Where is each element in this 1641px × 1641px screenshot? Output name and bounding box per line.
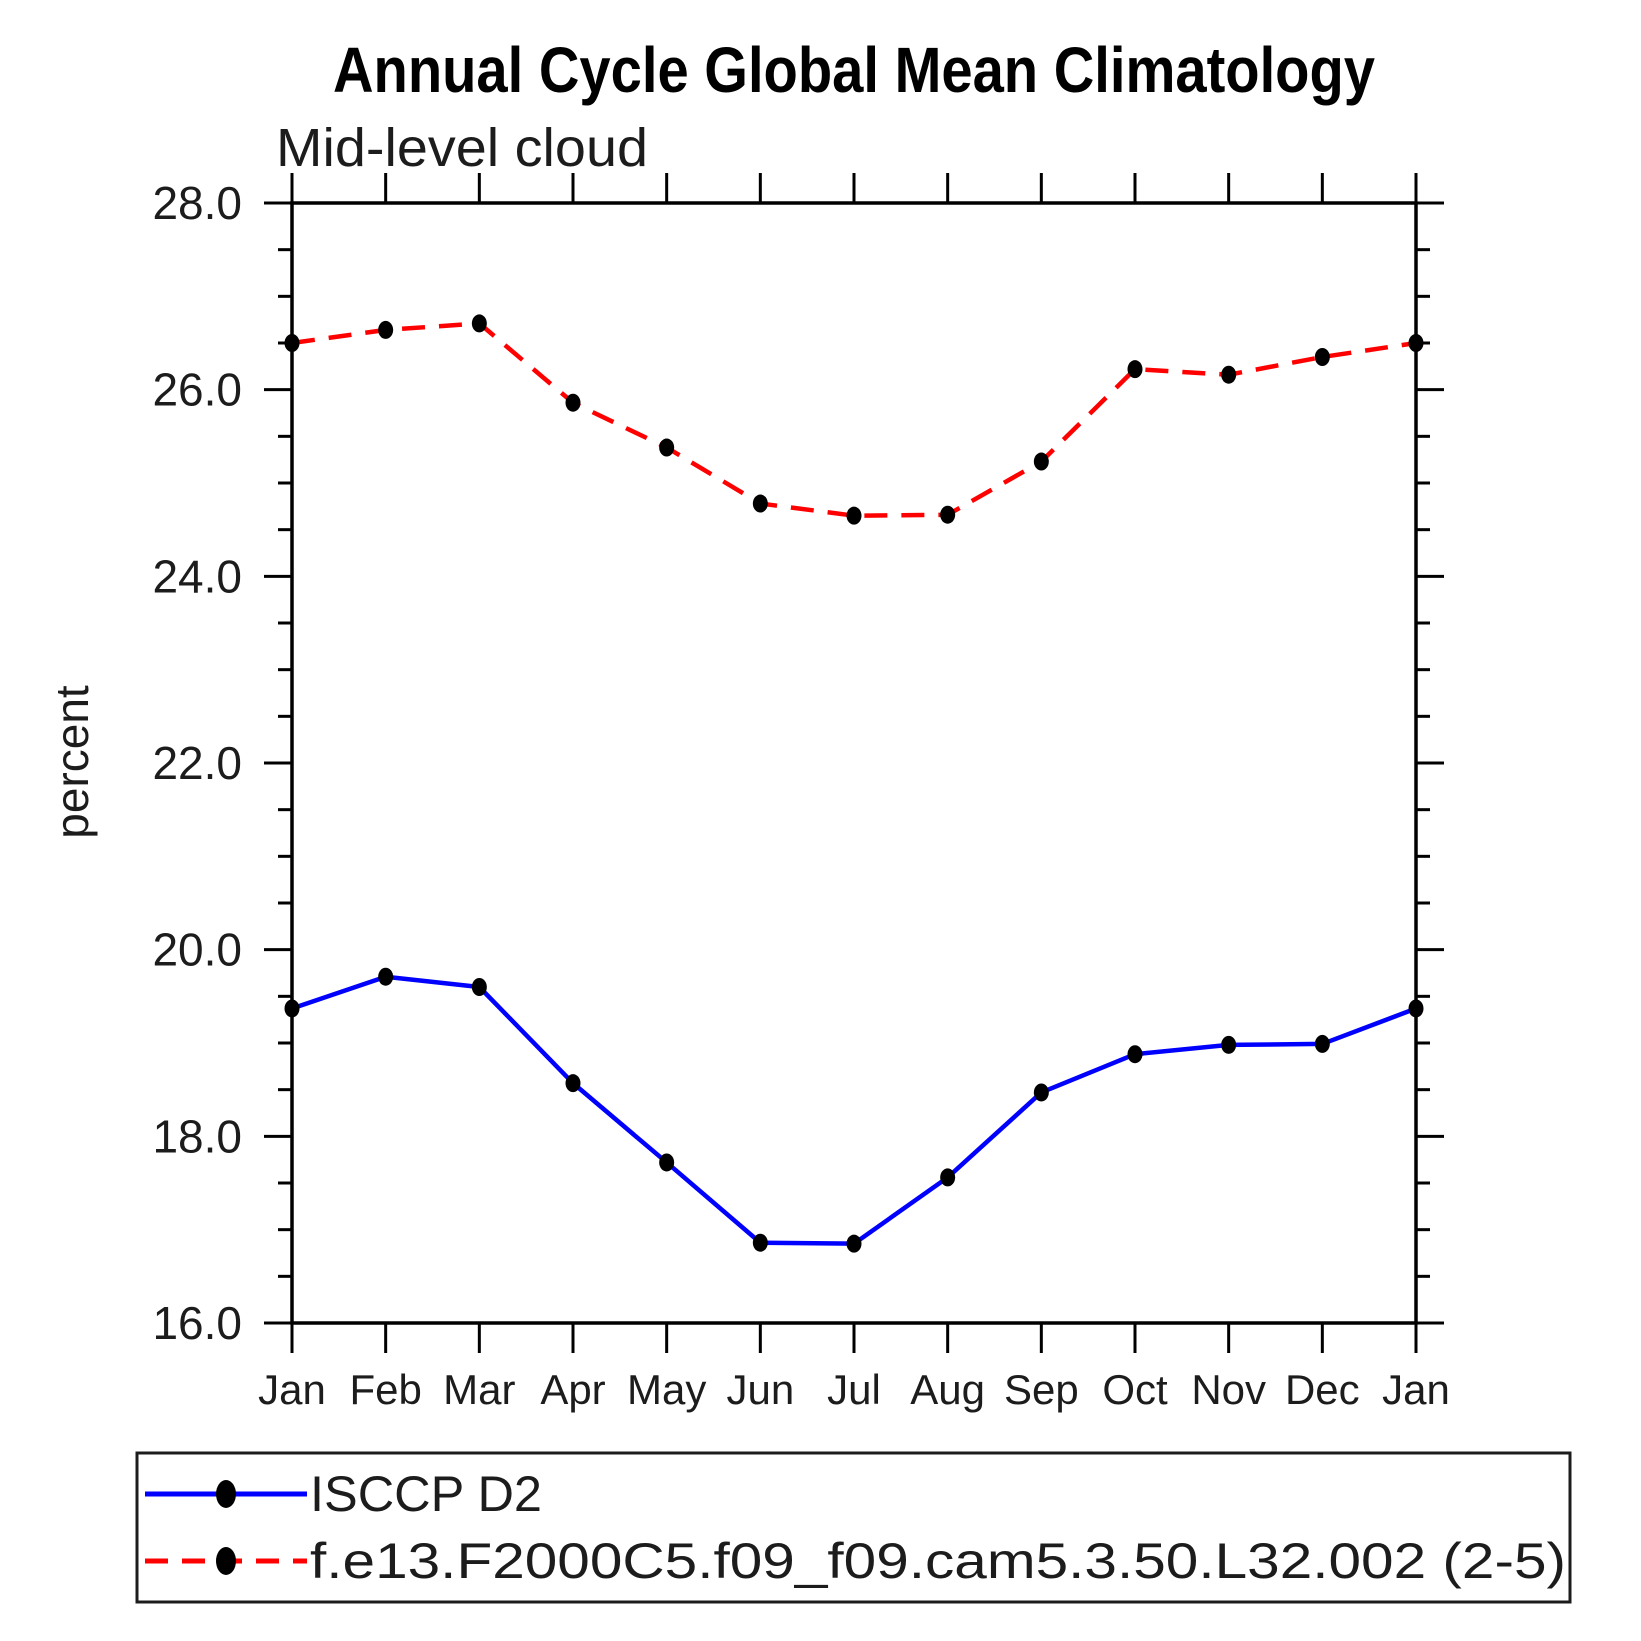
data-series <box>284 314 1424 1253</box>
x-tick-label: Sep <box>1004 1366 1079 1413</box>
y-tick-label: 22.0 <box>152 737 242 789</box>
legend-label-isccp: ISCCP D2 <box>310 1466 542 1522</box>
data-point-marker <box>752 1233 768 1252</box>
data-point-marker <box>1408 334 1424 352</box>
chart-subtitle: Mid-level cloud <box>276 118 648 178</box>
data-point-marker <box>940 1168 956 1187</box>
data-point-marker <box>1408 999 1424 1018</box>
x-tick-label: Mar <box>443 1366 515 1413</box>
data-point-marker <box>565 1074 581 1093</box>
x-tick-label: Dec <box>1285 1366 1360 1413</box>
x-tick-label: Nov <box>1191 1366 1266 1413</box>
y-tick-label: 24.0 <box>152 550 242 602</box>
data-point-marker <box>471 314 487 333</box>
legend: ISCCP D2 f.e13.F2000C5.f09_f09.cam5.3.50… <box>135 1451 1572 1604</box>
x-tick-label: Jun <box>726 1366 794 1413</box>
x-tick-label: Jan <box>1382 1366 1450 1413</box>
y-tick-label: 26.0 <box>152 364 242 416</box>
y-axis-label: percent <box>46 685 98 839</box>
data-point-marker <box>1033 452 1049 471</box>
data-point-marker <box>1314 348 1330 366</box>
x-tick-label: Jan <box>258 1366 326 1413</box>
x-tick-label: Oct <box>1102 1366 1168 1413</box>
data-point-marker <box>565 393 581 412</box>
data-point-marker <box>659 1153 675 1172</box>
series-line-isccp <box>291 974 1417 1246</box>
x-tick-label: Aug <box>910 1366 985 1413</box>
data-point-marker <box>284 999 300 1018</box>
y-tick-label: 28.0 <box>152 177 242 229</box>
y-tick-label: 20.0 <box>152 924 242 976</box>
data-point-marker <box>846 506 862 525</box>
data-point-marker <box>1127 360 1143 379</box>
y-tick-label: 18.0 <box>152 1110 242 1162</box>
series-line-model <box>291 321 1417 518</box>
data-point-marker <box>940 505 956 524</box>
chart-title: Annual Cycle Global Mean Climatology <box>333 34 1375 106</box>
data-point-marker <box>378 967 394 986</box>
legend-box <box>135 1451 1572 1604</box>
data-point-marker <box>471 978 487 996</box>
data-point-marker <box>1033 1083 1049 1102</box>
legend-label-model: f.e13.F2000C5.f09_f09.cam5.3.50.L32.002 … <box>310 1533 1566 1589</box>
x-tick-label: Jul <box>827 1366 881 1413</box>
data-point-marker <box>752 494 768 513</box>
x-tick-label: Apr <box>540 1366 605 1413</box>
legend-entry-model: f.e13.F2000C5.f09_f09.cam5.3.50.L32.002 … <box>145 1533 1566 1589</box>
data-point-marker <box>1221 1035 1237 1054</box>
axes: Jan Feb Mar Apr May Jun Jul Aug Sep Oct Nov Dec Jan 1… <box>152 173 1450 1413</box>
y-tick-label: 16.0 <box>152 1297 242 1349</box>
data-point-marker <box>1221 365 1237 384</box>
data-point-marker <box>1127 1045 1143 1064</box>
data-point-marker <box>284 334 300 352</box>
x-tick-label: Feb <box>349 1366 421 1413</box>
x-tick-label: May <box>627 1366 706 1413</box>
plot-frame <box>290 201 1418 1325</box>
data-point-marker <box>378 320 394 339</box>
data-point-marker <box>1314 1034 1330 1053</box>
legend-marker-dot <box>216 1547 236 1575</box>
legend-marker-dot <box>216 1480 236 1508</box>
legend-entry-isccp: ISCCP D2 <box>145 1466 542 1522</box>
data-point-marker <box>659 438 675 457</box>
data-point-marker <box>846 1234 862 1253</box>
